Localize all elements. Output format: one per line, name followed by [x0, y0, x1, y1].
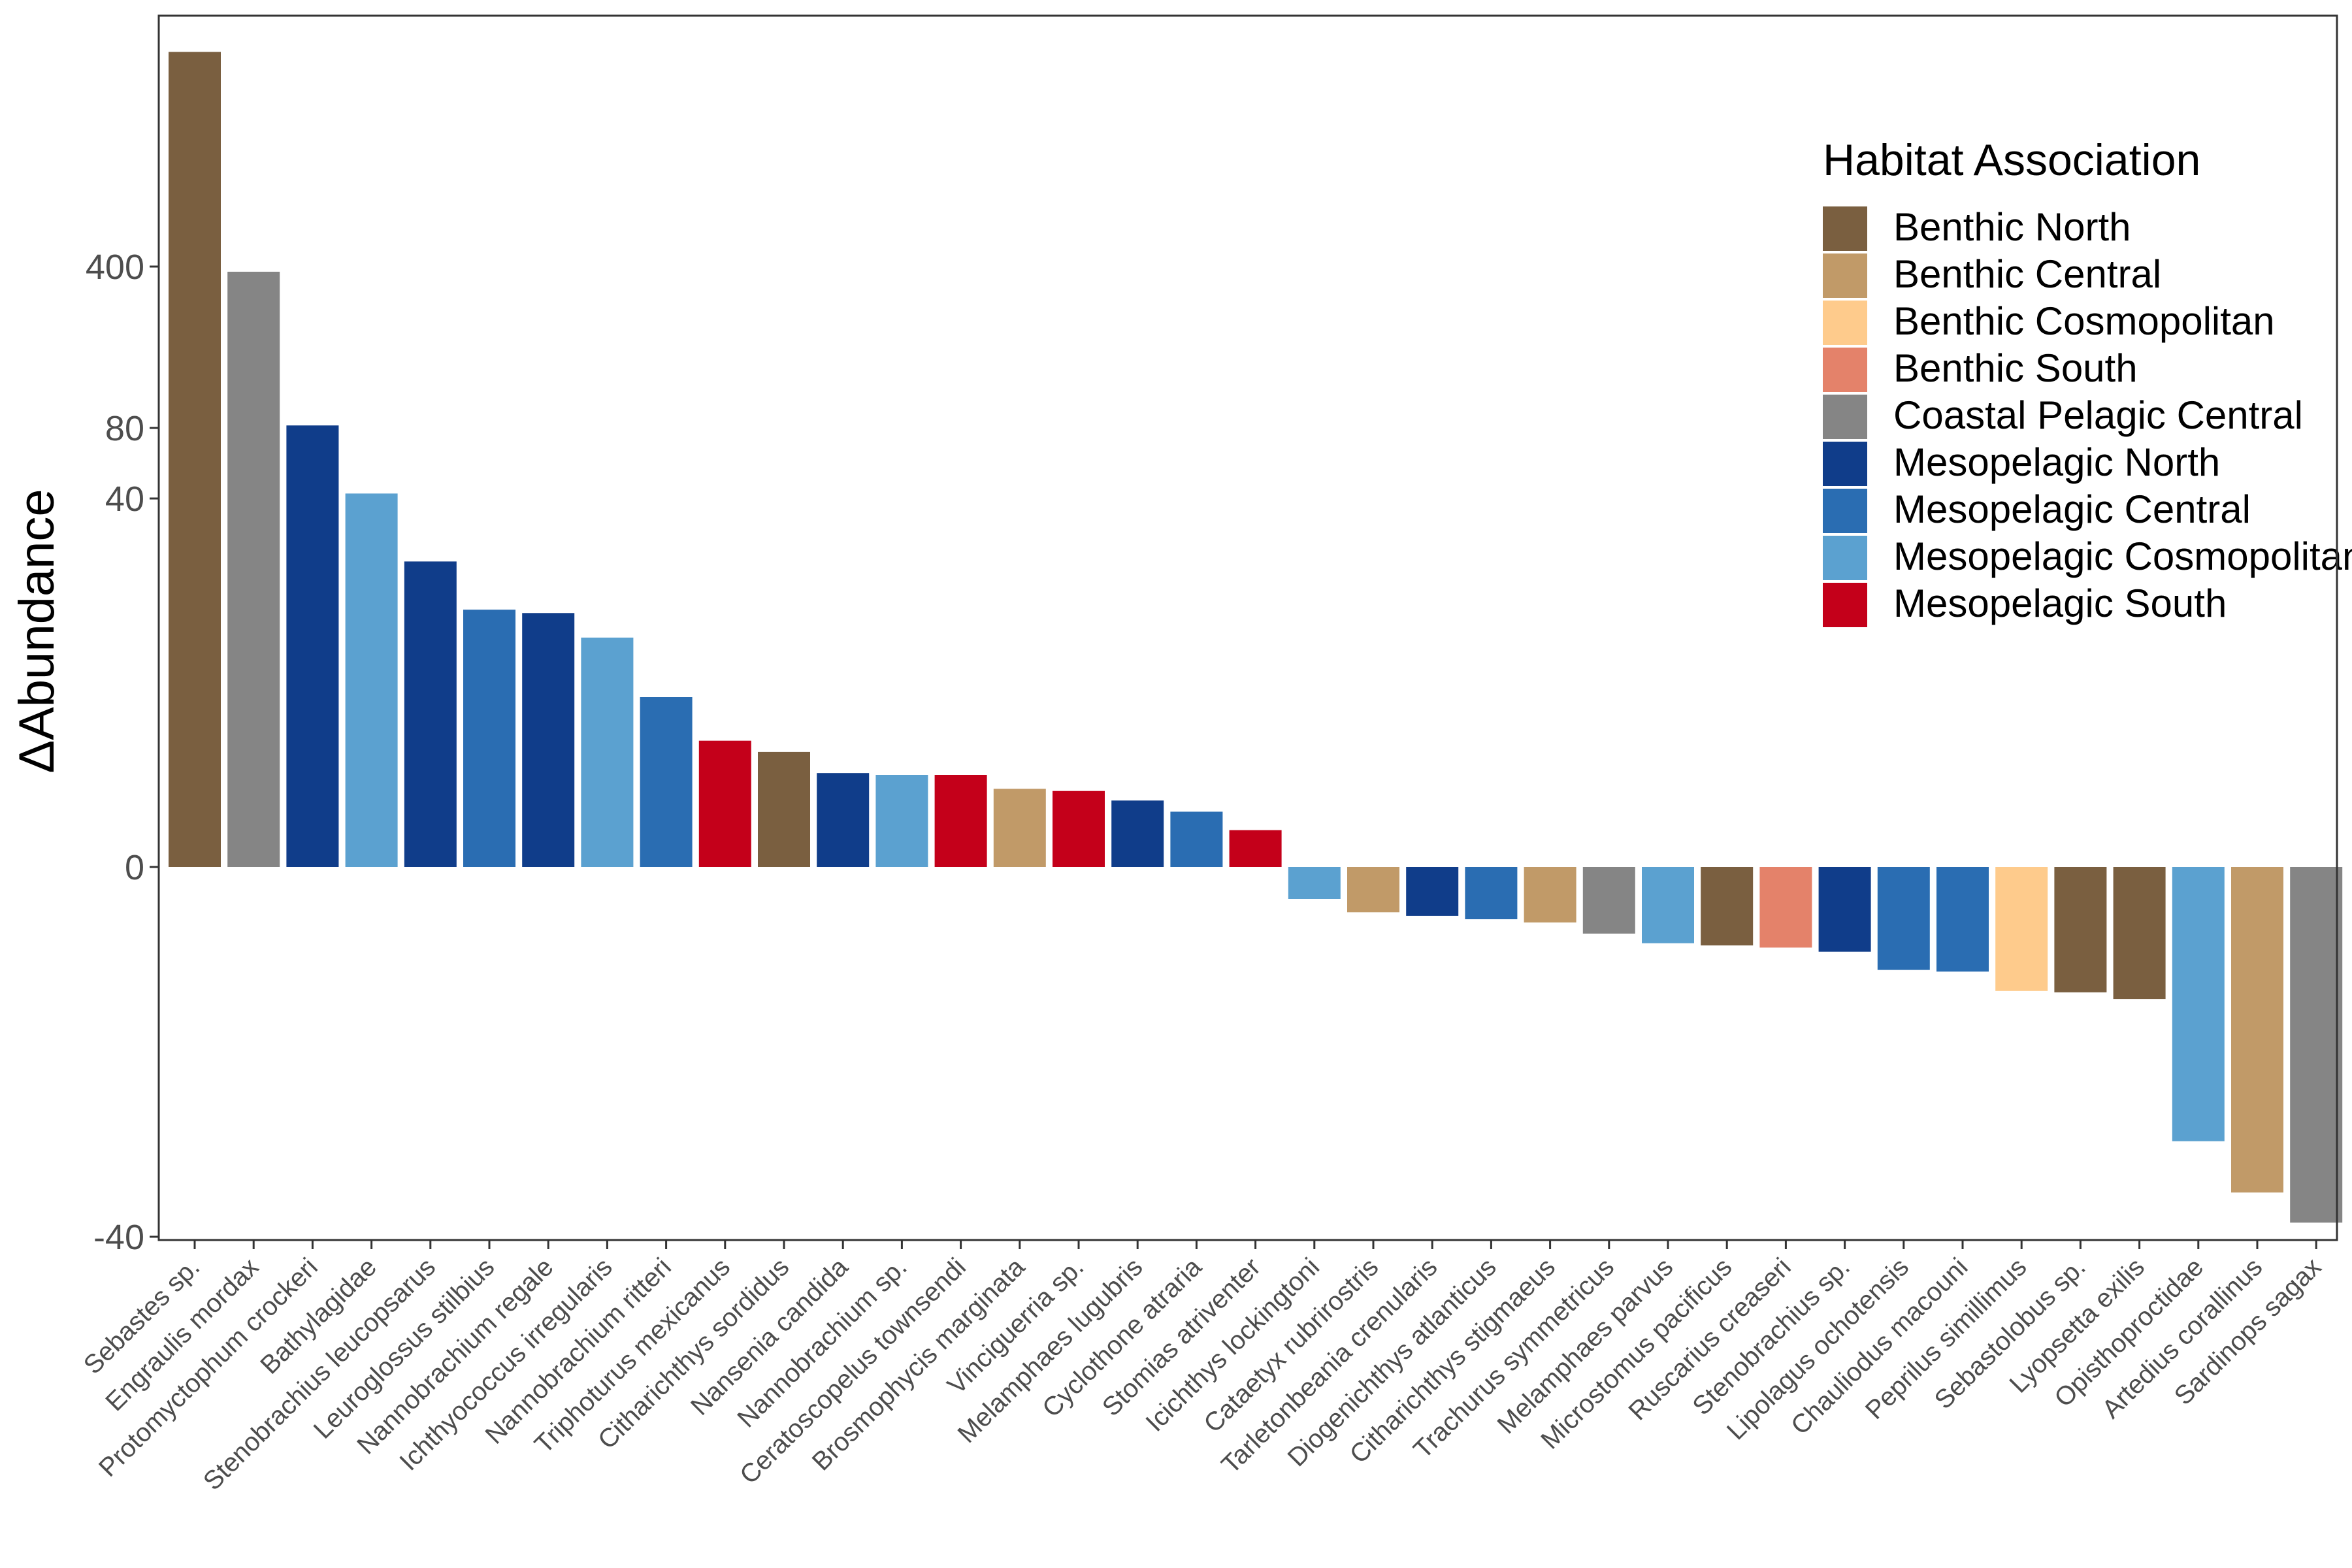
y-tick-label-2: 40: [105, 480, 144, 519]
legend-key-coastal-pelagic-central: [1823, 395, 1867, 439]
bar-sardinops-sagax: [2290, 867, 2343, 1223]
bar-vinciguerria-sp: [1053, 791, 1105, 867]
y-tick-label-3: 0: [125, 848, 144, 887]
bar-nannobrachium-sp: [875, 775, 928, 867]
y-tick-label-4: -40: [93, 1218, 144, 1257]
bar-ruscarius-creaseri: [1759, 867, 1812, 948]
legend-label-benthic-south: Benthic South: [1893, 346, 2138, 390]
bar-citharichthys-sordidus: [758, 751, 810, 867]
bar-melamphaes-parvus: [1642, 867, 1694, 943]
bar-tarletonbeania-crenularis: [1406, 867, 1459, 916]
x-axis: Sebastes sp.Engraulis mordaxProtomyctoph…: [78, 1240, 2327, 1496]
bar-stenobrachius-sp: [1818, 867, 1871, 952]
legend-key-mesopelagic-central: [1823, 489, 1867, 533]
bar-sebastolobus-sp: [2054, 867, 2107, 992]
bar-triphoturus-mexicanus: [698, 740, 751, 867]
bar-lipolagus-ochotensis: [1877, 867, 1930, 970]
legend-label-mesopelagic-central: Mesopelagic Central: [1893, 487, 2251, 531]
legend-key-benthic-north: [1823, 206, 1867, 251]
bar-citharichthys-stigmaeus: [1524, 867, 1576, 923]
legend-label-benthic-central: Benthic Central: [1893, 252, 2161, 296]
y-tick-label-1: 80: [105, 409, 144, 448]
bar-artedius-corallinus: [2231, 867, 2283, 1193]
legend-key-mesopelagic-north: [1823, 442, 1867, 486]
legend-key-mesopelagic-south: [1823, 583, 1867, 627]
bar-lyopsetta-exilis: [2113, 867, 2166, 1000]
bar-nannobrachium-regale: [522, 613, 575, 867]
legend-key-benthic-cosmopolitan: [1823, 301, 1867, 345]
bar-cyclothone-atraria: [1170, 811, 1223, 867]
legend-label-benthic-north: Benthic North: [1893, 205, 2131, 249]
legend-key-mesopelagic-cosmopolitan: [1823, 536, 1867, 580]
bar-chauliodus-macouni: [1936, 867, 1989, 972]
bar-protomyctophum-crockeri: [286, 425, 339, 867]
bar-ceratoscopelus-townsendi: [934, 775, 987, 867]
bar-nannobrachium-ritteri: [640, 697, 693, 867]
legend-title: Habitat Association: [1823, 135, 2200, 185]
legend-label-coastal-pelagic-central: Coastal Pelagic Central: [1893, 393, 2303, 437]
bar-trachurus-symmetricus: [1582, 867, 1635, 934]
y-axis-title: ΔAbundance: [9, 489, 65, 773]
bar-peprilus-simillimus: [1995, 867, 2048, 991]
x-tick-label-protomyctophum-crockeri: Protomyctophum crockeri: [93, 1252, 323, 1482]
bars-layer: [169, 52, 2343, 1223]
bar-microstomus-pacificus: [1701, 867, 1754, 946]
legend-label-mesopelagic-north: Mesopelagic North: [1893, 440, 2220, 484]
bar-brosmophycis-marginata: [993, 789, 1046, 867]
plot-panel-border: [157, 14, 2338, 1241]
legend-key-benthic-south: [1823, 348, 1867, 392]
bar-stomias-atriventer: [1229, 830, 1282, 867]
legend-label-benthic-cosmopolitan: Benthic Cosmopolitan: [1893, 299, 2275, 343]
bar-melamphaes-lugubris: [1111, 800, 1164, 867]
legend: Habitat Association Benthic NorthBenthic…: [1823, 135, 2352, 627]
legend-label-mesopelagic-cosmopolitan: Mesopelagic Cosmopolitan: [1893, 534, 2352, 578]
bar-ichthyococcus-irregularis: [581, 637, 634, 867]
bar-opisthoproctidae: [2172, 867, 2225, 1141]
y-tick-label-0: 400: [86, 248, 144, 287]
legend-label-mesopelagic-south: Mesopelagic South: [1893, 581, 2227, 625]
bar-nansenia-candida: [817, 773, 870, 867]
legend-key-benthic-central: [1823, 253, 1867, 298]
bar-bathylagidae: [345, 493, 398, 867]
bar-cataetyx-rubrirostris: [1347, 867, 1399, 913]
bar-stenobrachius-leucopsarus: [404, 561, 457, 867]
bar-icichthys-lockingtoni: [1288, 867, 1341, 899]
bar-sebastes-sp: [169, 52, 221, 867]
bar-diogenichthys-atlanticus: [1465, 867, 1518, 919]
bar-leuroglossus-stilbius: [463, 610, 515, 867]
bar-engraulis-mordax: [227, 271, 280, 867]
